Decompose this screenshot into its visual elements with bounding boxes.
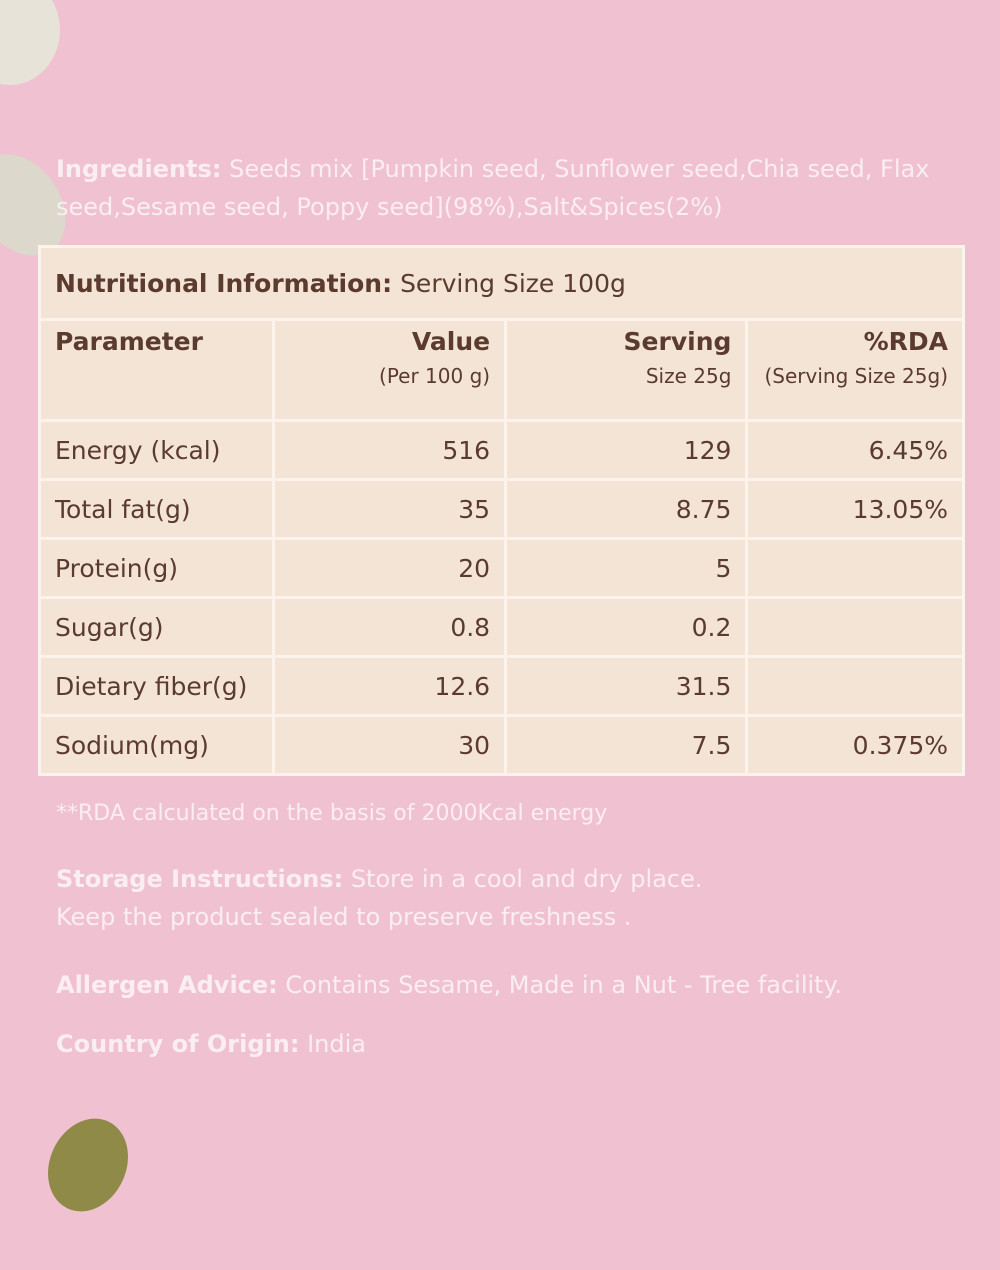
- cell: Protein(g): [38, 537, 275, 599]
- cell: 129: [504, 419, 749, 481]
- cell: 0.2: [504, 596, 749, 658]
- cell: 20: [271, 537, 508, 599]
- origin: Country of Origin: India: [56, 1025, 966, 1063]
- title: Nutritional Information:: [55, 268, 393, 298]
- footnote: **RDA calculated on the basis of 2000Kca…: [56, 801, 608, 826]
- cell: 30: [271, 714, 508, 776]
- cell: Energy (kcal): [38, 419, 275, 481]
- header-cell: %RDA (Serving Size 25g): [745, 318, 965, 422]
- label: Country of Origin:: [56, 1030, 300, 1058]
- header-row: Parameter Value (Per 100 g) Serving Size 25g…: [38, 318, 965, 422]
- cell: 5: [504, 537, 749, 599]
- storage: Storage Instructions: Store in a cool an…: [56, 860, 966, 936]
- cell: Total fat(g): [38, 478, 275, 540]
- text: Keep the product sealed to preserve fres…: [56, 903, 632, 931]
- cell: 7.5: [504, 714, 749, 776]
- row: Sugar(g) 0.8 0.2: [38, 596, 965, 658]
- label: Storage Instructions:: [56, 865, 344, 893]
- header-cell: Value (Per 100 g): [271, 318, 508, 422]
- row: Energy (kcal) 516 129 6.45%: [38, 419, 965, 481]
- cell: [745, 537, 965, 599]
- cell: Dietary fiber(g): [38, 655, 275, 717]
- row: Total fat(g) 35 8.75 13.05%: [38, 478, 965, 540]
- cell: 35: [271, 478, 508, 540]
- header-title: Serving: [623, 327, 732, 356]
- label: Allergen Advice:: [56, 971, 278, 999]
- serving: Serving Size 100g: [400, 268, 626, 298]
- row: Sodium(mg) 30 7.5 0.375%: [38, 714, 965, 776]
- text: Store in a cool and dry place.: [350, 865, 703, 893]
- header-sub: Size 25g: [645, 364, 732, 388]
- header-title: %RDA: [863, 327, 948, 356]
- ingredients: Ingredients: Seeds mix [Pumpkin seed, Su…: [56, 150, 966, 226]
- label: Ingredients:: [56, 155, 222, 183]
- allergen: Allergen Advice: Contains Sesame, Made i…: [56, 966, 966, 1004]
- header-sub: (Per 100 g): [379, 364, 491, 388]
- cell: [745, 655, 965, 717]
- header-sub: (Serving Size 25g): [764, 364, 948, 388]
- cell: 0.8: [271, 596, 508, 658]
- nutrition-table: Nutritional Information: Serving Size 10…: [38, 245, 965, 776]
- cell: Sodium(mg): [38, 714, 275, 776]
- cell: Sugar(g): [38, 596, 275, 658]
- cell: 516: [271, 419, 508, 481]
- cell: 13.05%: [745, 478, 965, 540]
- row: Protein(g) 20 5: [38, 537, 965, 599]
- cell: 12.6: [271, 655, 508, 717]
- cell: 6.45%: [745, 419, 965, 481]
- seed: [0, 0, 60, 85]
- text: Contains Sesame, Made in a Nut - Tree fa…: [285, 971, 842, 999]
- title-row: Nutritional Information: Serving Size 10…: [38, 245, 965, 321]
- row: Dietary fiber(g) 12.6 31.5: [38, 655, 965, 717]
- text: India: [307, 1030, 366, 1058]
- seed: [0, 154, 66, 256]
- text: Seeds mix [Pumpkin seed, Sunflower seed,…: [56, 155, 930, 221]
- header-cell: Parameter: [38, 318, 275, 422]
- header-title: Parameter: [55, 327, 203, 356]
- cell: Nutritional Information: Serving Size 10…: [38, 245, 965, 321]
- cell: 8.75: [504, 478, 749, 540]
- cell: [745, 596, 965, 658]
- cell: 0.375%: [745, 714, 965, 776]
- header-cell: Serving Size 25g: [504, 318, 749, 422]
- cell: 31.5: [504, 655, 749, 717]
- header-title: Value: [411, 327, 491, 356]
- pumpkin-seed: [48, 1118, 128, 1212]
